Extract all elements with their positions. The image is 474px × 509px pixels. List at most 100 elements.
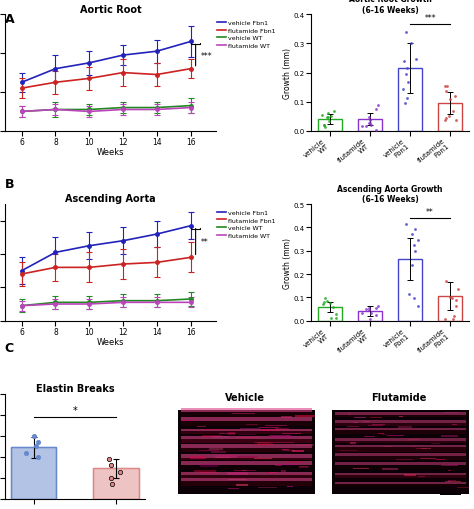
Point	[324, 109, 331, 118]
Bar	[335, 482, 466, 484]
Point	[325, 118, 333, 126]
Point	[442, 277, 450, 286]
Point	[452, 117, 460, 125]
Bar	[252, 444, 269, 445]
Bar	[181, 436, 312, 439]
Bar	[335, 453, 466, 456]
Bar	[260, 429, 279, 431]
Bar	[353, 422, 358, 423]
Point	[22, 448, 30, 457]
Text: **: **	[201, 238, 209, 246]
Point	[414, 303, 421, 311]
Bar	[350, 442, 356, 444]
Bar	[332, 410, 469, 494]
Bar	[228, 479, 247, 480]
Bar	[438, 297, 462, 321]
Bar	[219, 433, 236, 434]
Bar	[335, 430, 466, 434]
Bar	[335, 420, 466, 423]
Bar	[335, 466, 466, 469]
Bar	[372, 424, 384, 426]
Point	[403, 65, 411, 73]
Bar	[335, 463, 466, 466]
Text: **: **	[426, 207, 434, 216]
Title: Ascending Aorta Growth
(6-16 Weeks): Ascending Aorta Growth (6-16 Weeks)	[337, 185, 443, 204]
Bar	[370, 417, 382, 418]
Bar	[234, 470, 256, 471]
Point	[108, 474, 115, 482]
Bar	[441, 465, 458, 466]
Point	[365, 306, 373, 314]
Point	[446, 96, 454, 104]
Bar	[181, 482, 312, 486]
Bar	[335, 441, 466, 443]
Point	[327, 315, 335, 323]
Point	[333, 310, 340, 319]
Bar	[335, 447, 466, 451]
Bar	[281, 470, 286, 472]
Bar	[257, 442, 273, 445]
Bar	[398, 260, 422, 321]
Bar	[384, 446, 392, 447]
Bar	[452, 424, 457, 426]
Point	[441, 315, 449, 323]
Bar	[396, 459, 413, 460]
Point	[367, 315, 374, 323]
Bar	[435, 465, 450, 466]
Title: Elastin Breaks: Elastin Breaks	[36, 383, 114, 393]
Bar	[190, 456, 206, 459]
Bar	[181, 444, 312, 448]
Point	[365, 114, 372, 122]
Point	[414, 237, 421, 245]
Point	[320, 122, 328, 130]
Point	[450, 313, 458, 321]
Bar	[275, 465, 282, 466]
Point	[406, 290, 413, 298]
Point	[411, 247, 419, 255]
Bar	[335, 428, 466, 430]
Point	[407, 40, 414, 48]
Bar	[340, 450, 357, 451]
Point	[410, 241, 418, 249]
X-axis label: Weeks: Weeks	[97, 148, 124, 157]
Point	[442, 117, 449, 125]
Point	[322, 295, 329, 303]
Bar	[335, 473, 466, 475]
Point	[408, 230, 416, 238]
Bar	[216, 432, 231, 433]
Point	[372, 304, 380, 313]
Bar	[281, 417, 292, 418]
Point	[372, 312, 380, 320]
Bar	[194, 470, 216, 472]
Point	[362, 305, 370, 314]
Bar	[358, 120, 382, 132]
Bar	[181, 478, 312, 482]
Bar	[447, 481, 462, 482]
Point	[441, 83, 448, 91]
Point	[325, 114, 332, 122]
Point	[319, 300, 327, 308]
Point	[454, 285, 462, 293]
Point	[327, 299, 334, 307]
Bar	[181, 454, 312, 458]
Bar	[440, 493, 461, 495]
Point	[107, 461, 115, 469]
Bar	[181, 439, 312, 443]
Bar	[210, 451, 226, 454]
Bar	[335, 456, 466, 460]
Bar	[299, 467, 308, 468]
Point	[367, 122, 374, 130]
Bar	[275, 428, 290, 430]
Bar	[347, 414, 351, 415]
Bar	[202, 435, 222, 438]
Point	[403, 94, 411, 102]
Bar	[378, 433, 384, 434]
Bar	[335, 438, 466, 441]
Point	[32, 442, 40, 450]
Point	[402, 29, 410, 37]
Bar	[283, 450, 295, 451]
Bar	[216, 456, 238, 458]
Bar	[436, 459, 445, 461]
Bar	[181, 420, 195, 421]
Bar	[381, 434, 387, 435]
